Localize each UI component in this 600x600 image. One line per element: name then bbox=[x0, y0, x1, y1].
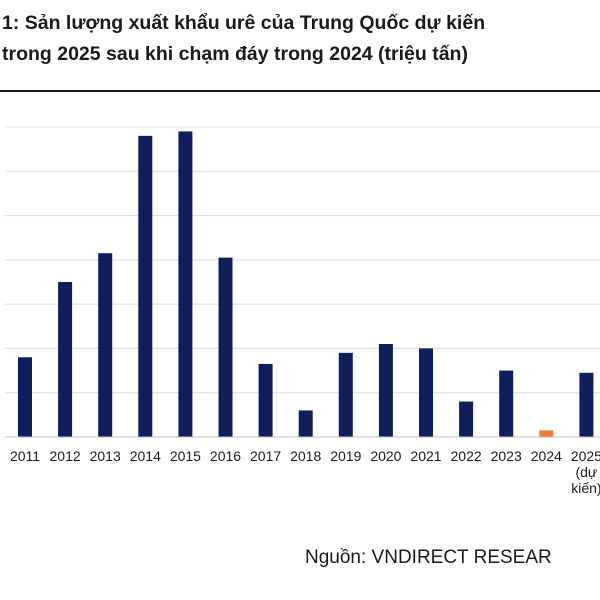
bar bbox=[378, 344, 393, 437]
x-tick-label: 2014 bbox=[130, 448, 161, 464]
x-tick-label: 2017 bbox=[250, 448, 281, 464]
x-tick-label: 2011 bbox=[10, 448, 40, 464]
chart-title-line-2: trong 2025 sau khi chạm đáy trong 2024 (… bbox=[2, 43, 468, 65]
bar-chart: 2011 2012 2013 2014 2015 2016 2017 2018 2019 2020… bbox=[5, 126, 600, 496]
x-tick-label: 2012 bbox=[50, 448, 81, 464]
x-tick-label: 2024 bbox=[531, 448, 562, 464]
x-tick-label: 2025 (dự kiến) bbox=[571, 448, 600, 496]
x-tick-label: 2019 bbox=[330, 448, 361, 464]
x-tick-label: 2016 bbox=[210, 448, 241, 464]
bar bbox=[58, 282, 73, 437]
bar bbox=[258, 363, 273, 437]
title-divider bbox=[0, 90, 600, 92]
bar bbox=[338, 352, 353, 437]
chart-title-line-1: 1: Sản lượng xuất khẩu urê của Trung Quố… bbox=[2, 12, 486, 34]
x-tick-label: 2015 bbox=[170, 448, 201, 464]
bar bbox=[419, 348, 433, 437]
source-note: Nguồn: VNDIRECT RESEAR bbox=[305, 547, 552, 568]
bar bbox=[499, 370, 514, 437]
x-tick-label: 2022 bbox=[451, 448, 482, 464]
bar bbox=[218, 257, 233, 437]
bar bbox=[178, 131, 193, 437]
bar bbox=[138, 135, 153, 437]
bar bbox=[579, 372, 594, 437]
x-tick-label: 2018 bbox=[290, 448, 321, 464]
x-tick-label: 2013 bbox=[90, 448, 121, 464]
chart-title: 1: Sản lượng xuất khẩu urê của Trung Quố… bbox=[2, 8, 600, 70]
bar bbox=[298, 410, 313, 437]
bar bbox=[539, 430, 554, 437]
x-tick-label: 2021 bbox=[410, 448, 441, 464]
bar bbox=[18, 357, 32, 437]
x-tick-label: 2023 bbox=[491, 448, 522, 464]
x-tick-label: 2020 bbox=[370, 448, 401, 464]
bar bbox=[98, 253, 113, 437]
bar bbox=[459, 401, 474, 437]
